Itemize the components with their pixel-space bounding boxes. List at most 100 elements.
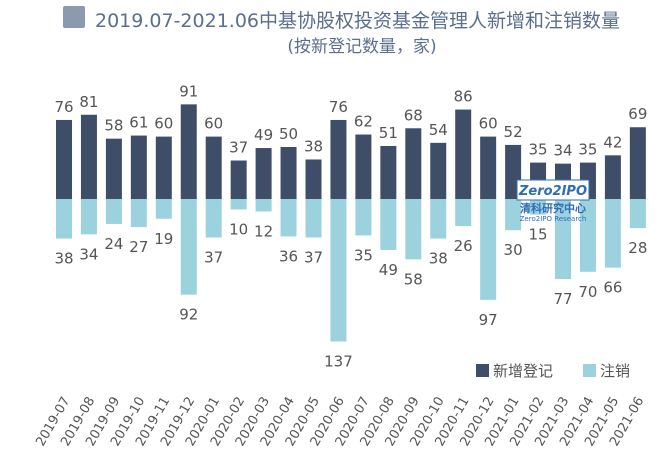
watermark-logo-frame	[516, 179, 590, 201]
label-cancel-2020-12: 97	[479, 311, 498, 329]
bar-cancel-2021-03	[555, 199, 571, 280]
bar-cancel-2019-11	[155, 199, 172, 219]
bar-new-2021-05	[604, 155, 621, 199]
label-cancel-2020-04: 36	[279, 247, 298, 265]
label-cancel-2020-03: 12	[254, 222, 273, 240]
bar-cancel-2020-12	[480, 199, 497, 300]
bar-cancel-2020-06	[330, 199, 347, 342]
bar-cancel-2021-02	[530, 199, 547, 215]
label-new-2019-10: 61	[129, 114, 148, 132]
label-new-2020-04: 50	[279, 125, 298, 143]
label-new-2020-06: 76	[329, 98, 348, 116]
bar-cancel-2020-11	[455, 199, 472, 227]
bar-cancel-2021-01	[505, 199, 522, 231]
label-cancel-2020-02: 10	[229, 220, 248, 238]
bars-layer	[56, 104, 646, 342]
label-new-2019-11: 60	[154, 115, 173, 133]
label-cancel-2020-01: 37	[204, 248, 223, 266]
label-new-2020-11: 86	[454, 88, 473, 106]
bar-cancel-2021-05	[604, 199, 621, 268]
bar-cancel-2019-08	[80, 199, 97, 235]
label-cancel-2019-11: 19	[154, 230, 173, 248]
label-new-2021-04: 35	[578, 141, 597, 159]
bar-new-2020-03	[255, 148, 272, 199]
label-cancel-2021-06: 28	[628, 239, 647, 257]
bar-cancel-2020-02	[230, 199, 247, 210]
x-axis: 2019-072019-082019-092019-102019-112019-…	[33, 395, 647, 450]
label-new-2020-10: 54	[429, 121, 448, 139]
legend-swatch-1	[583, 364, 596, 377]
label-new-2019-12: 91	[179, 82, 198, 100]
bar-cancel-2021-04	[579, 199, 596, 272]
label-cancel-2020-08: 49	[379, 261, 398, 279]
label-cancel-2020-05: 37	[304, 248, 323, 266]
label-new-2021-02: 35	[529, 141, 548, 159]
watermark-brand: Zero2IPO	[518, 184, 587, 199]
legend-label-1: 注销	[600, 362, 630, 380]
label-new-2019-08: 81	[79, 93, 98, 111]
label-new-2020-09: 68	[404, 106, 423, 124]
bar-cancel-2020-01	[205, 199, 222, 238]
chart-title: 2019.07-2021.06中基协股权投资基金管理人新增和注销数量	[95, 10, 620, 32]
bar-cancel-2020-09	[405, 199, 422, 260]
watermark-cn: 清科研究中心	[520, 201, 586, 215]
label-cancel-2020-07: 35	[354, 246, 373, 264]
label-new-2021-03: 34	[553, 142, 572, 160]
bar-new-2020-11	[455, 109, 472, 199]
bar-cancel-2020-10	[430, 199, 447, 239]
label-new-2020-05: 38	[304, 137, 323, 155]
bar-new-2019-10	[130, 135, 147, 199]
bar-new-2020-09	[405, 128, 422, 199]
bar-cancel-2021-06	[629, 199, 646, 229]
bar-new-2020-12	[480, 136, 497, 199]
legend-swatch-0	[476, 364, 489, 377]
bar-cancel-2020-05	[305, 199, 322, 238]
label-cancel-2021-01: 30	[504, 241, 523, 259]
label-cancel-2019-07: 38	[54, 250, 73, 268]
label-cancel-2021-04: 70	[578, 283, 597, 301]
label-new-2020-07: 62	[354, 113, 373, 131]
labels-layer: 76 38 81 34 58 24 61 27 60 19 91 92 60 37 37 10 49 12 50 36…	[54, 82, 647, 370]
watermark-logo: Zero2IPO 清科研究中心 Zero2IPO Research	[516, 179, 590, 223]
label-new-2020-08: 51	[379, 124, 398, 142]
label-cancel-2019-08: 34	[79, 245, 98, 263]
bar-cancel-2020-08	[380, 199, 397, 250]
bar-new-2021-06	[629, 127, 646, 199]
bar-new-2020-10	[430, 142, 447, 199]
bar-new-2019-07	[56, 119, 72, 199]
bar-new-2020-02	[230, 160, 247, 199]
label-cancel-2021-02: 15	[529, 226, 548, 244]
bar-new-2019-08	[80, 114, 97, 199]
bar-new-2020-01	[205, 136, 222, 199]
bar-new-2020-04	[280, 147, 297, 199]
bar-cancel-2019-12	[180, 199, 197, 295]
watermark-en: Zero2IPO Research	[520, 215, 587, 223]
legend-label-0: 新增登记	[493, 362, 553, 380]
bar-cancel-2019-10	[130, 199, 147, 228]
label-new-2021-06: 69	[628, 105, 647, 123]
label-cancel-2021-05: 66	[603, 279, 622, 297]
label-new-2021-01: 52	[504, 123, 523, 141]
bar-new-2019-09	[105, 138, 122, 199]
bar-cancel-2020-03	[255, 199, 272, 212]
label-new-2021-05: 42	[603, 133, 622, 151]
label-cancel-2020-09: 58	[404, 270, 423, 288]
label-cancel-2020-06: 137	[324, 352, 353, 370]
label-new-2019-09: 58	[104, 117, 123, 135]
bar-cancel-2020-07	[355, 199, 372, 236]
bar-new-2020-06	[330, 119, 347, 199]
label-new-2019-07: 76	[54, 98, 73, 116]
legend: 新增登记 注销	[476, 362, 630, 380]
bar-cancel-2020-04	[280, 199, 297, 237]
label-cancel-2020-11: 26	[454, 237, 473, 255]
label-cancel-2021-03: 77	[553, 290, 572, 308]
label-cancel-2019-09: 24	[104, 235, 123, 253]
label-cancel-2019-10: 27	[129, 238, 148, 256]
bar-new-2020-07	[355, 134, 372, 199]
label-new-2020-12: 60	[479, 115, 498, 133]
label-cancel-2020-10: 38	[429, 250, 448, 268]
label-cancel-2019-12: 92	[179, 306, 198, 324]
bar-cancel-2019-07	[56, 199, 72, 239]
